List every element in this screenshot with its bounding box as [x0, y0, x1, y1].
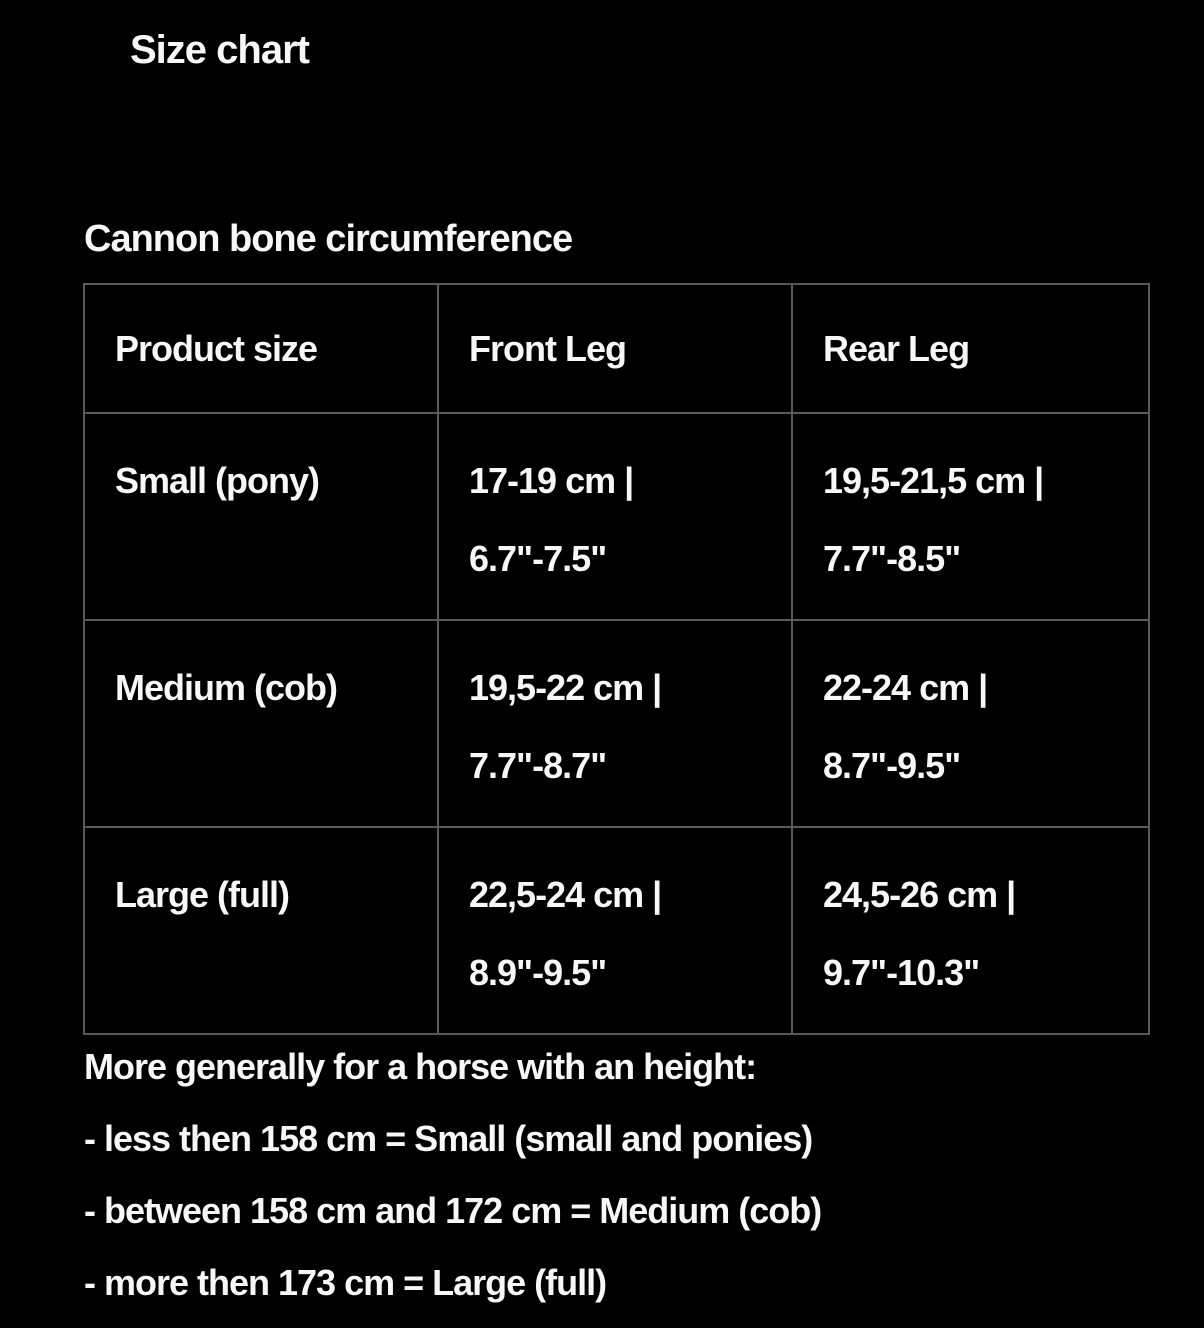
page-title: Size chart	[130, 28, 310, 72]
table-row-medium: Medium (cob) 19,5-22 cm | 7.7"-8.7" 22-2…	[83, 619, 1150, 828]
section-heading-cannon-bone: Cannon bone circumference	[84, 218, 573, 260]
cell-rear-leg: 19,5-21,5 cm | 7.7"-8.5"	[791, 412, 1150, 621]
table-row-large: Large (full) 22,5-24 cm | 8.9"-9.5" 24,5…	[83, 826, 1150, 1035]
cell-front-leg: 17-19 cm | 6.7"-7.5"	[437, 412, 793, 621]
cell-rear-leg: 24,5-26 cm | 9.7"-10.3"	[791, 826, 1150, 1035]
rear-leg-cm-value: 24,5-26 cm |	[823, 874, 1016, 915]
rear-leg-inch-value: 9.7"-10.3"	[823, 952, 980, 993]
rear-leg-cm-value: 22-24 cm |	[823, 667, 988, 708]
table-row-small: Small (pony) 17-19 cm | 6.7"-7.5" 19,5-2…	[83, 412, 1150, 621]
note-large: - more then 173 cm = Large (full)	[84, 1262, 607, 1303]
front-leg-inch-value: 8.9"-9.5"	[469, 952, 607, 993]
note-small: - less then 158 cm = Small (small and po…	[84, 1118, 813, 1159]
rear-leg-inch-value: 7.7"-8.5"	[823, 538, 961, 579]
front-leg-cm-value: 17-19 cm |	[469, 460, 634, 501]
table-header-row: Product size Front Leg Rear Leg	[83, 283, 1150, 414]
notes-intro: More generally for a horse with an heigh…	[84, 1046, 757, 1087]
rear-leg-inch-value: 8.7"-9.5"	[823, 745, 961, 786]
size-chart-table: Product size Front Leg Rear Leg Small (p…	[83, 283, 1150, 1035]
cell-product-size: Large (full)	[83, 826, 439, 1035]
col-header-product-size: Product size	[83, 283, 439, 414]
front-leg-cm-value: 22,5-24 cm |	[469, 874, 662, 915]
cell-front-leg: 22,5-24 cm | 8.9"-9.5"	[437, 826, 793, 1035]
front-leg-inch-value: 6.7"-7.5"	[469, 538, 607, 579]
cell-rear-leg: 22-24 cm | 8.7"-9.5"	[791, 619, 1150, 828]
cell-product-size: Small (pony)	[83, 412, 439, 621]
front-leg-cm-value: 19,5-22 cm |	[469, 667, 662, 708]
cell-product-size: Medium (cob)	[83, 619, 439, 828]
note-medium: - between 158 cm and 172 cm = Medium (co…	[84, 1190, 822, 1231]
general-height-notes: More generally for a horse with an heigh…	[84, 1046, 822, 1304]
col-header-front-leg: Front Leg	[437, 283, 793, 414]
cell-front-leg: 19,5-22 cm | 7.7"-8.7"	[437, 619, 793, 828]
front-leg-inch-value: 7.7"-8.7"	[469, 745, 607, 786]
col-header-rear-leg: Rear Leg	[791, 283, 1150, 414]
rear-leg-cm-value: 19,5-21,5 cm |	[823, 460, 1044, 501]
